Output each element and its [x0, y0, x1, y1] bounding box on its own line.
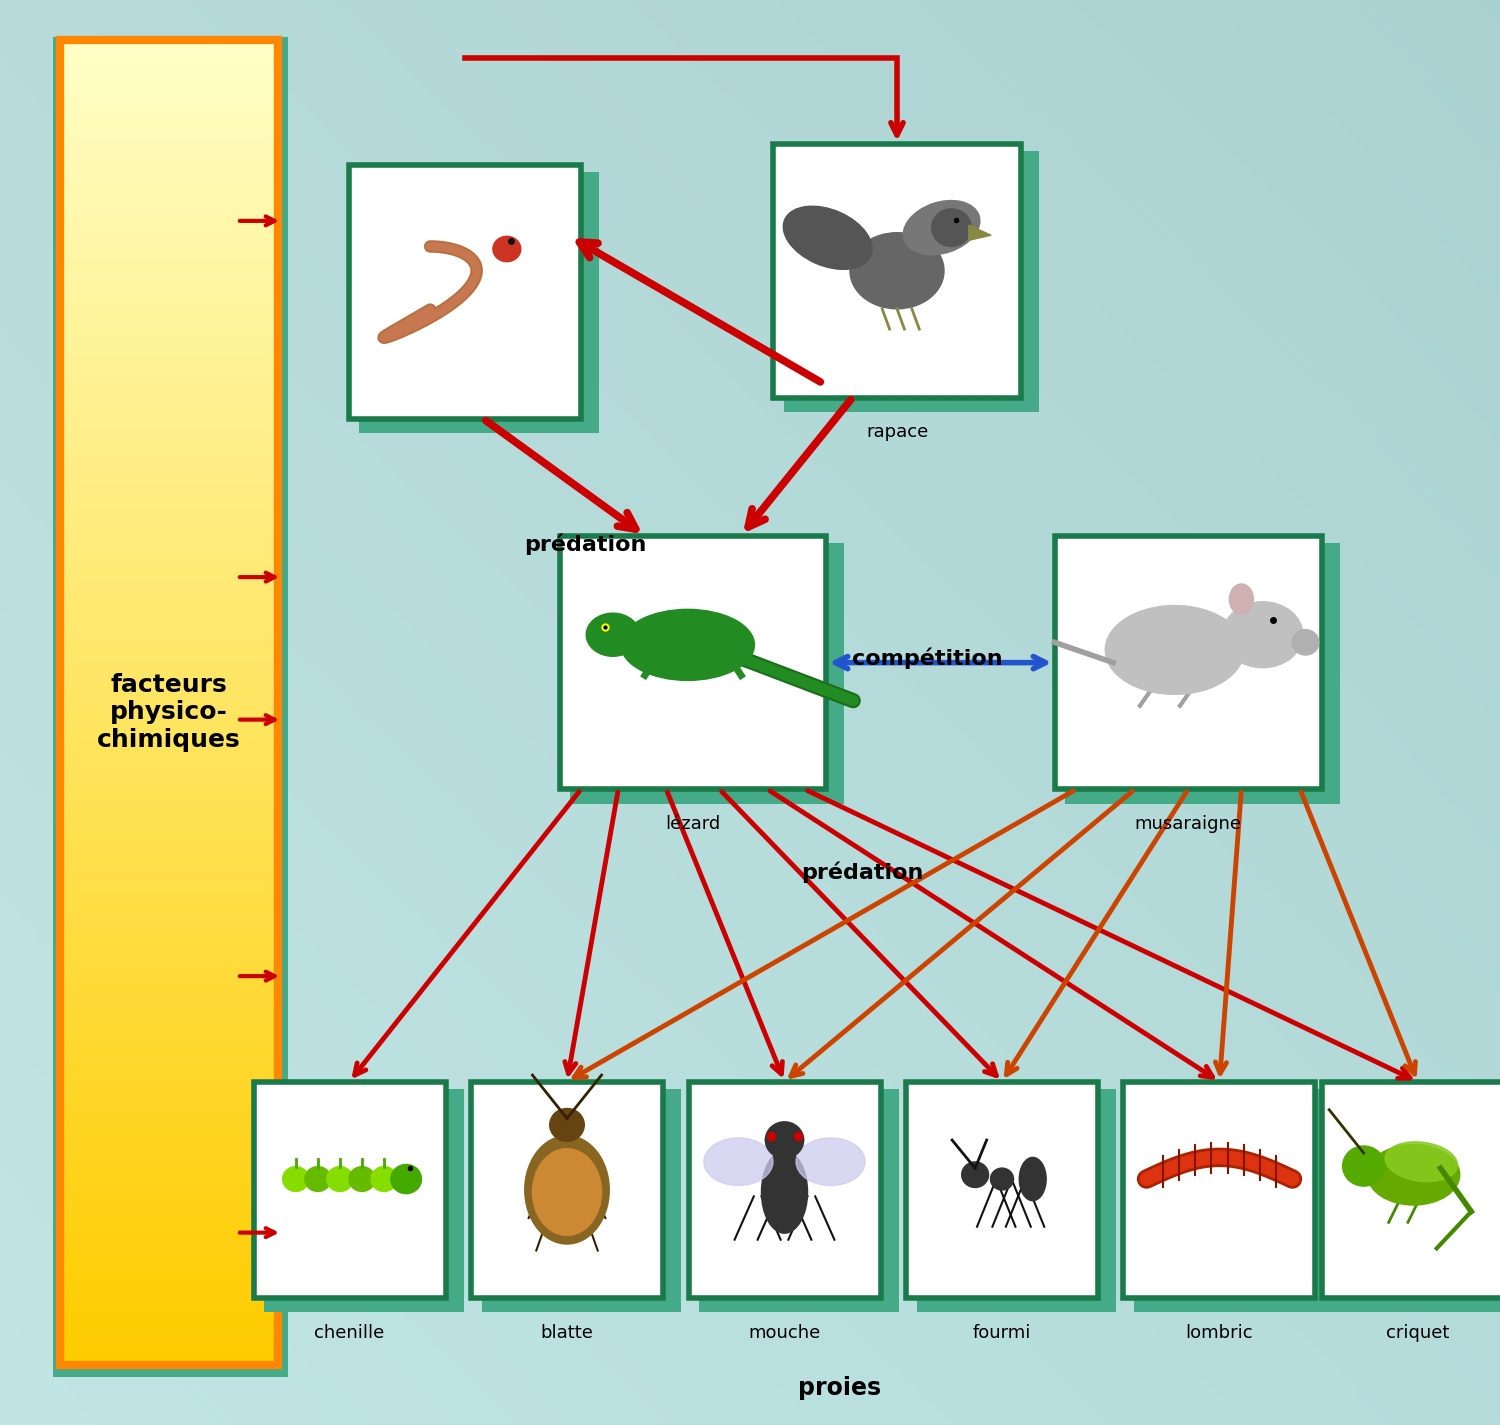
- FancyBboxPatch shape: [53, 37, 288, 1377]
- Ellipse shape: [586, 613, 639, 657]
- Ellipse shape: [1222, 601, 1304, 668]
- Ellipse shape: [525, 1136, 609, 1244]
- Circle shape: [370, 1167, 398, 1191]
- FancyBboxPatch shape: [482, 1089, 681, 1312]
- FancyBboxPatch shape: [264, 1089, 464, 1312]
- Polygon shape: [969, 225, 992, 241]
- FancyBboxPatch shape: [254, 1082, 446, 1298]
- FancyBboxPatch shape: [1124, 1082, 1316, 1298]
- Circle shape: [990, 1168, 1014, 1190]
- Ellipse shape: [704, 1139, 772, 1186]
- FancyBboxPatch shape: [783, 151, 1038, 412]
- Text: criquet: criquet: [1386, 1324, 1449, 1342]
- Text: mouche: mouche: [748, 1324, 820, 1342]
- Ellipse shape: [1292, 630, 1318, 656]
- Ellipse shape: [621, 610, 754, 680]
- Text: blatte: blatte: [540, 1324, 594, 1342]
- Text: lézard: lézard: [666, 815, 720, 834]
- Ellipse shape: [1020, 1157, 1046, 1201]
- Text: fourmi: fourmi: [974, 1324, 1030, 1342]
- Circle shape: [392, 1164, 422, 1194]
- Circle shape: [932, 209, 970, 247]
- FancyBboxPatch shape: [570, 543, 844, 804]
- Text: proies: proies: [798, 1377, 882, 1399]
- FancyBboxPatch shape: [1322, 1082, 1500, 1298]
- Circle shape: [1342, 1146, 1384, 1186]
- FancyBboxPatch shape: [471, 1082, 663, 1298]
- FancyBboxPatch shape: [560, 536, 826, 789]
- Ellipse shape: [494, 237, 520, 262]
- Ellipse shape: [1384, 1141, 1458, 1181]
- Circle shape: [327, 1167, 352, 1191]
- FancyBboxPatch shape: [348, 165, 580, 419]
- Ellipse shape: [903, 201, 980, 255]
- Text: lombric: lombric: [1185, 1324, 1254, 1342]
- Circle shape: [549, 1109, 585, 1141]
- FancyBboxPatch shape: [1065, 543, 1340, 804]
- FancyBboxPatch shape: [360, 172, 598, 433]
- Ellipse shape: [783, 207, 871, 269]
- Text: prédation: prédation: [524, 533, 646, 556]
- Text: rapace: rapace: [865, 423, 928, 442]
- Text: facteurs
physico-
chimiques: facteurs physico- chimiques: [98, 673, 240, 752]
- Circle shape: [393, 1167, 418, 1191]
- FancyBboxPatch shape: [774, 144, 1020, 398]
- FancyBboxPatch shape: [1134, 1089, 1334, 1312]
- FancyBboxPatch shape: [906, 1082, 1098, 1298]
- Text: musaraigne: musaraigne: [1134, 815, 1242, 834]
- Ellipse shape: [762, 1151, 807, 1233]
- FancyBboxPatch shape: [699, 1089, 898, 1312]
- Ellipse shape: [1368, 1144, 1460, 1206]
- Text: prédation: prédation: [801, 861, 924, 884]
- Ellipse shape: [850, 232, 944, 309]
- FancyBboxPatch shape: [688, 1082, 880, 1298]
- Ellipse shape: [1106, 606, 1244, 694]
- Ellipse shape: [796, 1139, 865, 1186]
- Ellipse shape: [1230, 584, 1254, 614]
- Circle shape: [304, 1167, 332, 1191]
- FancyBboxPatch shape: [1054, 536, 1322, 789]
- Circle shape: [350, 1167, 375, 1191]
- Text: compétition: compétition: [852, 647, 1002, 670]
- Text: chenille: chenille: [315, 1324, 384, 1342]
- Circle shape: [282, 1167, 309, 1191]
- FancyBboxPatch shape: [916, 1089, 1116, 1312]
- Circle shape: [765, 1121, 804, 1159]
- Ellipse shape: [532, 1149, 602, 1235]
- FancyBboxPatch shape: [1332, 1089, 1500, 1312]
- Circle shape: [962, 1161, 988, 1187]
